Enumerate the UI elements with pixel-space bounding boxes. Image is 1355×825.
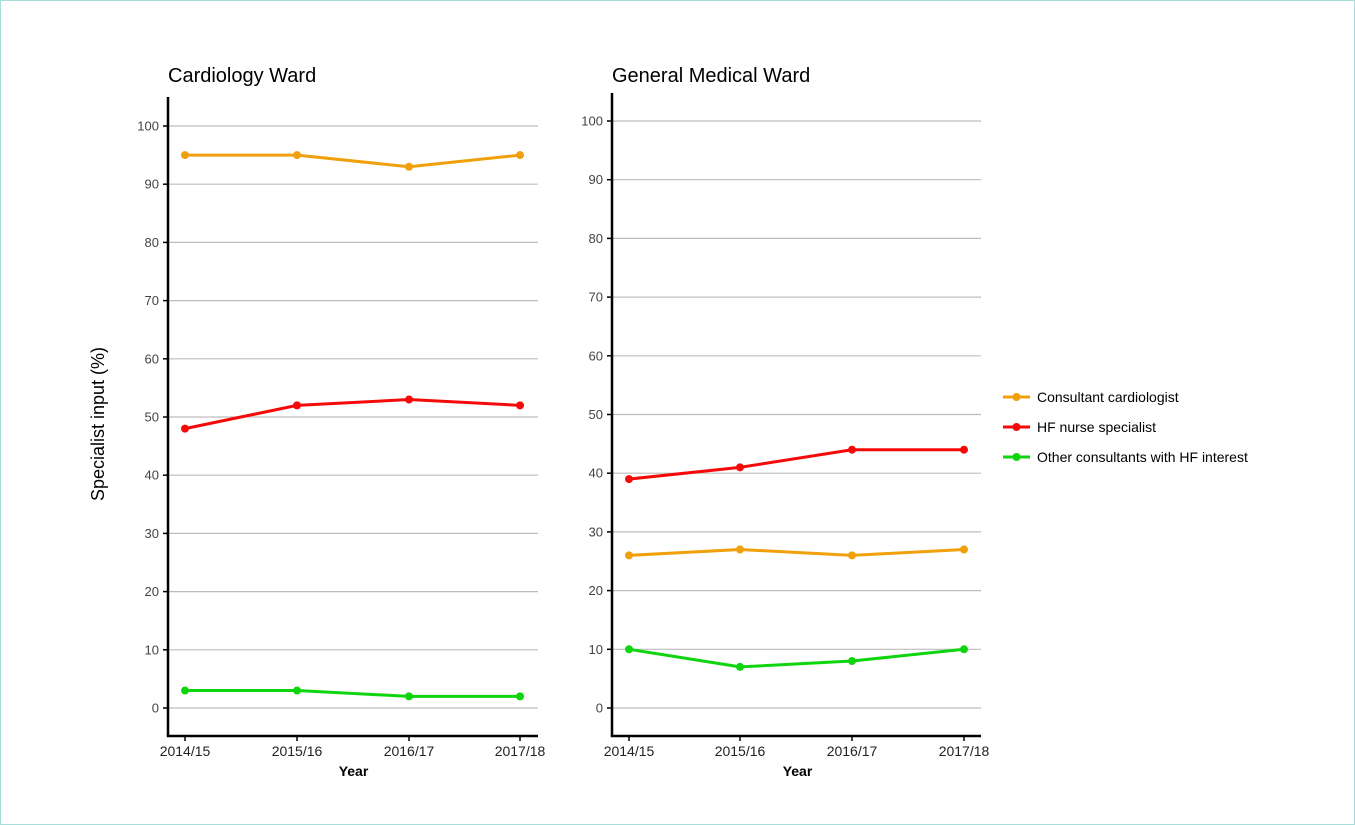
data-point bbox=[293, 151, 301, 160]
y-tick-label: 10 bbox=[589, 642, 603, 657]
y-tick-label: 20 bbox=[589, 583, 603, 598]
data-point bbox=[516, 151, 524, 160]
y-tick-label: 40 bbox=[589, 466, 603, 481]
data-point bbox=[625, 475, 633, 484]
y-tick-label: 90 bbox=[145, 177, 159, 192]
x-tick-label: 2014/15 bbox=[604, 743, 655, 759]
y-tick-label: 10 bbox=[145, 642, 159, 657]
x-tick-label: 2017/18 bbox=[939, 743, 990, 759]
data-point bbox=[960, 645, 968, 654]
y-tick-label: 100 bbox=[581, 114, 603, 129]
panel-title: General Medical Ward bbox=[612, 65, 810, 87]
legend-label: HF nurse specialist bbox=[1037, 419, 1156, 435]
y-tick-label: 70 bbox=[589, 290, 603, 305]
x-tick-label: 2016/17 bbox=[827, 743, 878, 759]
legend-swatch-point bbox=[1012, 423, 1021, 431]
data-point bbox=[736, 545, 744, 554]
x-tick-label: 2017/18 bbox=[495, 743, 546, 759]
data-point bbox=[293, 401, 301, 410]
x-tick-label: 2016/17 bbox=[384, 743, 435, 759]
data-point bbox=[625, 645, 633, 654]
series-line bbox=[627, 448, 966, 481]
data-point bbox=[181, 686, 189, 695]
data-point bbox=[625, 551, 633, 560]
legend-label: Other consultants with HF interest bbox=[1037, 449, 1248, 465]
series-line bbox=[183, 689, 522, 698]
data-point bbox=[405, 692, 413, 701]
x-tick-label: 2015/16 bbox=[272, 743, 323, 759]
data-point bbox=[848, 445, 856, 454]
x-axis-title: Year bbox=[783, 763, 813, 779]
data-point bbox=[405, 395, 413, 404]
data-point bbox=[848, 551, 856, 560]
x-tick-label: 2014/15 bbox=[160, 743, 211, 759]
y-tick-label: 30 bbox=[589, 524, 603, 539]
legend-swatch-point bbox=[1012, 453, 1021, 461]
y-tick-label: 30 bbox=[145, 526, 159, 541]
y-tick-label: 100 bbox=[137, 119, 159, 134]
y-tick-label: 60 bbox=[589, 348, 603, 363]
y-tick-label: 80 bbox=[145, 235, 159, 250]
data-point bbox=[293, 686, 301, 695]
y-tick-label: 90 bbox=[589, 172, 603, 187]
x-tick-label: 2015/16 bbox=[715, 743, 766, 759]
data-point bbox=[848, 657, 856, 666]
series-line bbox=[183, 153, 522, 169]
y-tick-label: 50 bbox=[589, 407, 603, 422]
y-tick-label: 70 bbox=[145, 293, 159, 308]
y-tick-label: 20 bbox=[145, 584, 159, 599]
x-axis-title: Year bbox=[339, 763, 369, 779]
data-point bbox=[405, 162, 413, 171]
panel-general-medical-ward: General Medical Ward 0 10 20 30 40 50 60 70 80 90 1… bbox=[581, 65, 989, 779]
data-point bbox=[960, 445, 968, 454]
data-point bbox=[736, 662, 744, 671]
series-line bbox=[627, 647, 966, 669]
data-point bbox=[516, 692, 524, 701]
data-point bbox=[181, 151, 189, 160]
y-tick-label: 80 bbox=[589, 231, 603, 246]
legend: Consultant cardiologist HF nurse speciali… bbox=[1003, 389, 1248, 465]
series-line bbox=[183, 398, 522, 431]
legend-label: Consultant cardiologist bbox=[1037, 389, 1179, 405]
y-tick-label: 0 bbox=[596, 701, 603, 716]
panel-title: Cardiology Ward bbox=[168, 65, 316, 87]
data-point bbox=[736, 463, 744, 472]
y-tick-label: 60 bbox=[145, 351, 159, 366]
data-point bbox=[960, 545, 968, 554]
y-axis-title: Specialist input (%) bbox=[88, 347, 108, 501]
legend-swatch-point bbox=[1012, 393, 1021, 401]
data-point bbox=[516, 401, 524, 410]
series-line bbox=[627, 548, 966, 557]
y-tick-label: 0 bbox=[152, 701, 159, 716]
panel-cardiology-ward: Cardiology Ward 0 10 20 30 40 50 60 70 80 90 100 201… bbox=[137, 65, 545, 779]
data-point bbox=[181, 424, 189, 433]
y-tick-label: 40 bbox=[145, 468, 159, 483]
y-tick-label: 50 bbox=[145, 410, 159, 425]
